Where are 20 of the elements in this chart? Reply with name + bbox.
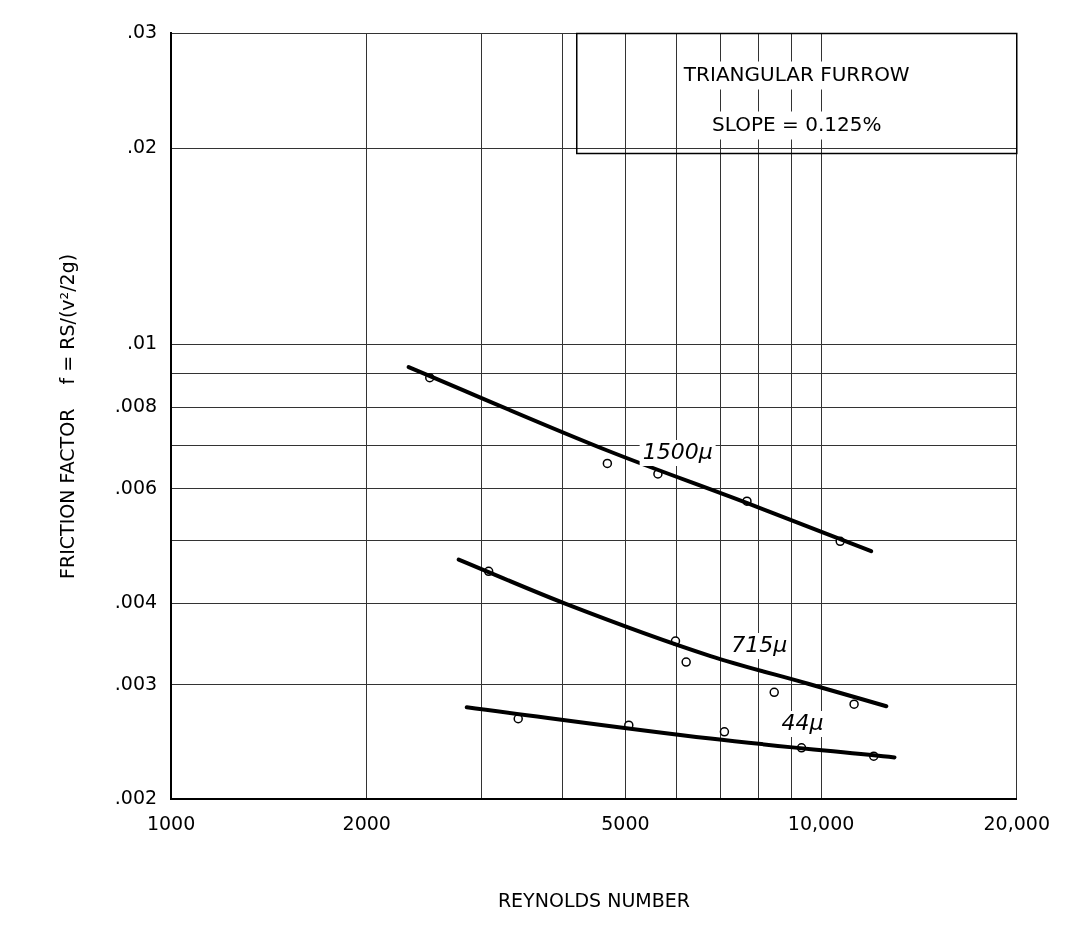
- y-tick-label: .03: [126, 20, 158, 43]
- y-axis-title: FRICTION FACTOR f = RS/(v²/2g): [56, 253, 79, 579]
- y-tick-label: .002: [114, 786, 158, 809]
- x-tick-label: 10,000: [787, 811, 855, 834]
- series-label: 1500μ: [642, 438, 713, 464]
- text: TRIANGULAR FURROW: [682, 61, 910, 86]
- x-tick-label: 1000: [146, 811, 196, 834]
- y-tick-label: .02: [126, 135, 158, 158]
- y-tick-label: .003: [114, 671, 158, 694]
- x-tick-label: 5000: [601, 811, 650, 834]
- text: SLOPE = 0.125%: [712, 111, 882, 136]
- y-tick-label: .004: [114, 590, 158, 613]
- y-tick-label: .006: [114, 475, 158, 498]
- x-tick-label: 2000: [342, 811, 391, 834]
- series-label: 44μ: [781, 709, 824, 735]
- x-axis-title: REYNOLDS NUMBER: [497, 888, 690, 911]
- series-label: 715μ: [731, 631, 788, 657]
- y-tick-label: .008: [114, 394, 158, 417]
- y-tick-label: .01: [126, 331, 158, 354]
- x-tick-label: 20,000: [983, 811, 1050, 834]
